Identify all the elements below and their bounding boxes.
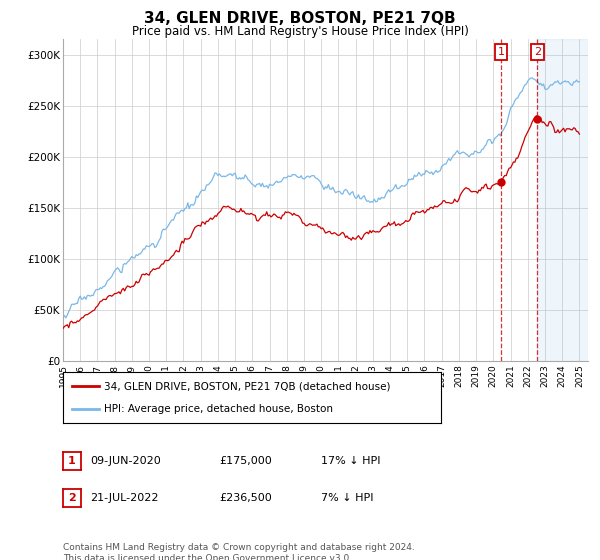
Text: 34, GLEN DRIVE, BOSTON, PE21 7QB: 34, GLEN DRIVE, BOSTON, PE21 7QB [144,11,456,26]
Text: 2: 2 [533,47,541,57]
Text: HPI: Average price, detached house, Boston: HPI: Average price, detached house, Bost… [104,404,333,414]
Text: 1: 1 [497,47,505,57]
Text: 34, GLEN DRIVE, BOSTON, PE21 7QB (detached house): 34, GLEN DRIVE, BOSTON, PE21 7QB (detach… [104,381,391,391]
Text: £175,000: £175,000 [219,456,272,466]
Text: £236,500: £236,500 [219,493,272,503]
Bar [537,39,588,361]
Text: 7% ↓ HPI: 7% ↓ HPI [321,493,373,503]
Text: Price paid vs. HM Land Registry's House Price Index (HPI): Price paid vs. HM Land Registry's House … [131,25,469,38]
Text: 2: 2 [68,493,76,503]
Text: 09-JUN-2020: 09-JUN-2020 [90,456,161,466]
Text: 21-JUL-2022: 21-JUL-2022 [90,493,158,503]
Text: Contains HM Land Registry data © Crown copyright and database right 2024.
This d: Contains HM Land Registry data © Crown c… [63,543,415,560]
Text: 1: 1 [68,456,76,466]
Text: 17% ↓ HPI: 17% ↓ HPI [321,456,380,466]
